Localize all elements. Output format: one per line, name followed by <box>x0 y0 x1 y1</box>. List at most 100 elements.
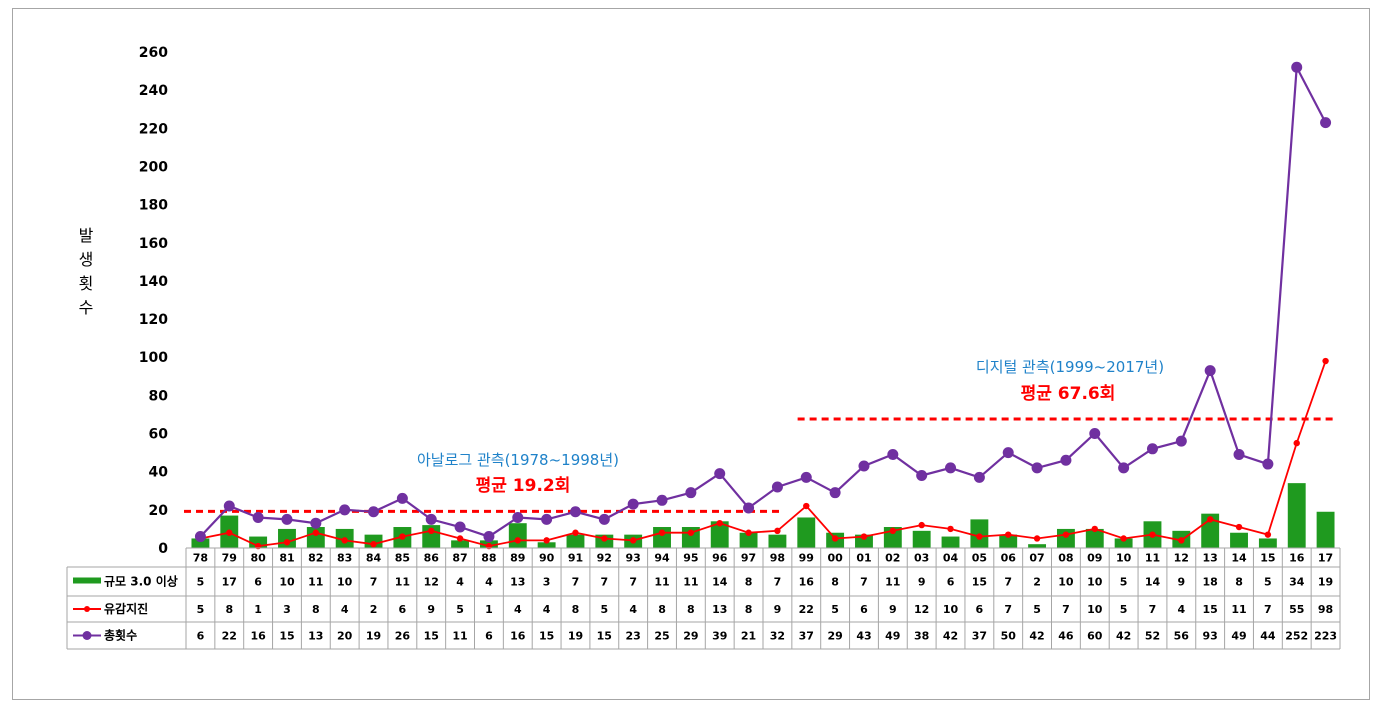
series-point <box>889 527 897 535</box>
table-cell: 46 <box>1058 630 1074 643</box>
series-point <box>454 521 466 533</box>
table-cell: 7 <box>629 576 637 589</box>
table-cell: 93 <box>1203 630 1218 643</box>
table-cell: 6 <box>197 630 205 643</box>
table-cell: 9 <box>774 603 782 616</box>
table-cell: 19 <box>366 630 381 643</box>
series-line <box>199 63 1327 538</box>
table-cell: 32 <box>770 630 785 643</box>
table-cell: 55 <box>1289 603 1304 616</box>
table-cell: 5 <box>831 603 839 616</box>
table-cell: 9 <box>889 603 897 616</box>
x-tick-label: 14 <box>1231 552 1247 565</box>
legend-key-marker <box>82 631 92 640</box>
series-point <box>887 449 899 461</box>
table-cell: 15 <box>597 630 612 643</box>
x-tick-label: 78 <box>193 552 208 565</box>
y-tick-label: 220 <box>139 121 168 137</box>
table-cell: 42 <box>943 630 958 643</box>
legend-label: 총횟수 <box>104 628 137 643</box>
y-axis-label-char: 수 <box>79 298 94 317</box>
table-cell: 10 <box>1087 576 1103 589</box>
series-point <box>1320 117 1332 129</box>
table-cell: 8 <box>225 603 233 616</box>
series-point <box>916 470 928 482</box>
series-point <box>312 529 320 536</box>
y-axis-label-char: 생 <box>79 250 94 269</box>
table-cell: 50 <box>1001 630 1017 643</box>
series-point <box>685 487 697 499</box>
series-point <box>541 513 553 525</box>
table-cell: 11 <box>1231 603 1246 616</box>
bar <box>710 521 729 548</box>
table-cell: 6 <box>399 603 407 616</box>
table-cell: 13 <box>712 603 727 616</box>
table-cell: 60 <box>1087 630 1103 643</box>
series-point <box>1322 357 1329 365</box>
series-point <box>598 513 610 525</box>
table-cell: 4 <box>629 603 637 616</box>
table-cell: 5 <box>1033 603 1041 616</box>
series-point <box>341 537 348 544</box>
series-point <box>687 529 695 536</box>
series-point <box>1178 537 1185 544</box>
y-axis-label-char: 횟 <box>79 274 94 293</box>
bar <box>249 536 268 548</box>
series-point <box>514 537 521 544</box>
table-cell: 8 <box>745 576 753 589</box>
x-tick-label: 06 <box>1001 552 1017 565</box>
table-cell: 11 <box>452 630 467 643</box>
table-cell: 11 <box>885 576 900 589</box>
series-point <box>283 539 291 546</box>
bar <box>1230 532 1248 548</box>
table-cell: 29 <box>683 630 698 643</box>
series-point <box>252 511 264 523</box>
bar <box>797 517 816 548</box>
x-tick-label: 11 <box>1145 552 1160 565</box>
bar <box>941 536 960 548</box>
y-tick-label: 140 <box>139 274 168 290</box>
x-tick-label: 98 <box>770 552 785 565</box>
table-cell: 1 <box>485 603 493 616</box>
table-cell: 8 <box>687 603 695 616</box>
x-tick-label: 79 <box>222 552 237 565</box>
table-cell: 52 <box>1145 630 1160 643</box>
series-point <box>601 535 608 542</box>
table-cell: 7 <box>600 576 608 589</box>
table-cell: 12 <box>914 603 929 616</box>
bar <box>191 538 210 548</box>
x-tick-label: 83 <box>337 552 352 565</box>
x-tick-label: 90 <box>539 552 555 565</box>
table-cell: 7 <box>1062 603 1070 616</box>
series-point <box>627 498 639 510</box>
y-tick-label: 260 <box>139 45 168 61</box>
series-point <box>339 504 351 516</box>
table-cell: 2 <box>370 603 378 616</box>
table-cell: 21 <box>741 630 756 643</box>
series-point <box>1002 447 1014 459</box>
y-tick-label: 20 <box>149 503 169 519</box>
table-cell: 7 <box>1004 603 1012 616</box>
series-point <box>1204 365 1216 377</box>
x-tick-label: 87 <box>452 552 467 565</box>
table-cell: 8 <box>745 603 753 616</box>
y-tick-label: 0 <box>158 541 168 557</box>
x-tick-label: 97 <box>741 552 756 565</box>
table-cell: 19 <box>568 630 583 643</box>
table-cell: 8 <box>572 603 580 616</box>
table-cell: 3 <box>543 576 551 589</box>
bar <box>1287 483 1306 548</box>
bar <box>451 540 470 548</box>
x-tick-label: 99 <box>799 552 814 565</box>
series-point <box>310 517 322 529</box>
table-cell: 223 <box>1314 630 1337 643</box>
bar <box>1085 528 1104 548</box>
series-point <box>399 533 406 540</box>
series-point <box>1146 443 1158 455</box>
series-point <box>1120 535 1127 542</box>
series-point <box>771 481 783 493</box>
lines-layer <box>194 61 1332 550</box>
table-cell: 11 <box>683 576 698 589</box>
